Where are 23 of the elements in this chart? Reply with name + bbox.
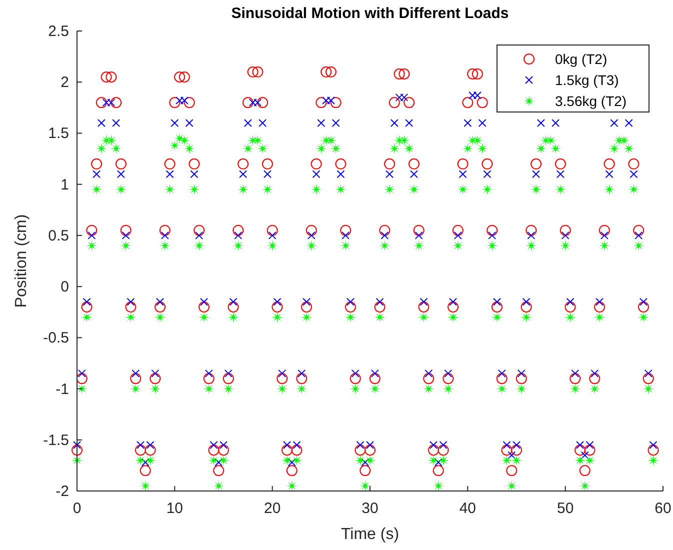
y-tick-label: 1.5 [48, 125, 69, 142]
x-tick-label: 0 [72, 500, 82, 517]
y-tick-label: 1 [60, 176, 69, 194]
y-tick-label: 0 [60, 278, 69, 296]
x-tick-label: 10 [166, 500, 184, 517]
y-tick-label: 2.5 [48, 23, 69, 40]
x-tick-label: 50 [556, 500, 574, 517]
y-tick-label: -0.5 [43, 330, 69, 347]
x-axis-title: Time (s) [340, 526, 400, 543]
y-tick-label: -2 [56, 483, 69, 500]
x-tick-label: 60 [654, 500, 672, 517]
x-tick-label: 40 [459, 500, 476, 517]
y-tick-label: 0.5 [48, 227, 69, 244]
y-axis-title: Position (cm) [13, 214, 30, 308]
legend-label: 3.56kg (T2) [555, 93, 627, 109]
y-tick-label: -1.5 [43, 432, 69, 449]
y-tick-label: 2 [60, 74, 69, 92]
legend-label: 1.5kg (T3) [555, 72, 619, 88]
chart-title: Sinusoidal Motion with Different Loads [231, 5, 509, 22]
y-tick-label: -1 [56, 380, 69, 398]
legend-label: 0kg (T2) [555, 51, 608, 67]
x-tick-label: 30 [362, 500, 378, 517]
x-tick-label: 20 [264, 500, 281, 517]
